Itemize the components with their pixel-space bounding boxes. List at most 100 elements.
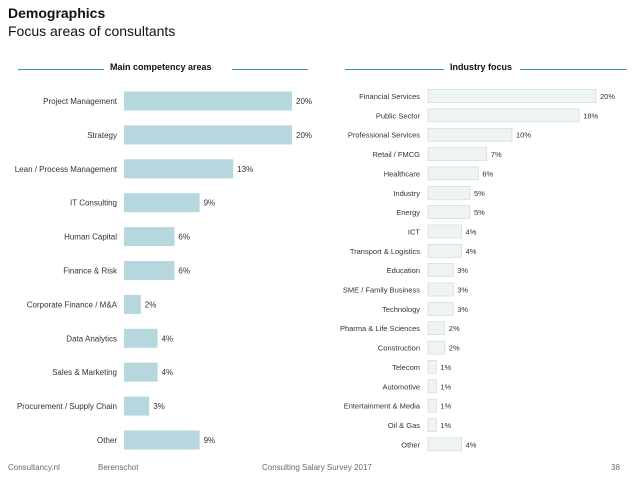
industry-value-label: 4%: [466, 247, 477, 256]
industry-bar: [427, 186, 471, 200]
industry-category-label: Telecom: [392, 363, 420, 372]
industry-value-label: 2%: [449, 324, 460, 333]
industry-value-label: 1%: [440, 421, 451, 430]
industry-value-label: 3%: [457, 266, 468, 275]
industry-value-label: 1%: [440, 382, 451, 391]
competency-bar: [124, 261, 175, 280]
industry-bar: [427, 398, 437, 413]
industry-category-label: Financial Services: [359, 92, 420, 101]
competency-value-label: 3%: [153, 402, 165, 411]
industry-value-label: 6%: [482, 169, 493, 178]
right-section-label: Industry focus: [450, 62, 513, 72]
industry-value-label: 18%: [583, 111, 598, 120]
industry-value-label: 2%: [449, 344, 460, 353]
industry-bar: [427, 418, 437, 432]
industry-bar: [427, 89, 597, 103]
competency-bar: [124, 294, 141, 314]
competency-bar: [124, 362, 158, 382]
competency-value-label: 4%: [162, 334, 174, 343]
left-section-line-right: [232, 69, 308, 70]
industry-value-label: 1%: [440, 402, 451, 411]
industry-category-label: Industry: [393, 189, 420, 198]
competency-bar: [124, 159, 234, 179]
competency-value-label: 6%: [178, 267, 190, 276]
competency-category-label: Data Analytics: [66, 334, 117, 343]
competency-category-label: Strategy: [87, 131, 117, 140]
page-title: Demographics: [8, 5, 106, 21]
industry-bar: [427, 263, 454, 277]
right-section-line-left: [345, 69, 444, 70]
competency-value-label: 13%: [237, 165, 253, 174]
industry-value-label: 5%: [474, 189, 485, 198]
industry-category-label: Healthcare: [384, 169, 420, 178]
competency-value-label: 6%: [178, 233, 190, 242]
left-section-label: Main competency areas: [110, 62, 212, 72]
industry-bar: [427, 282, 454, 297]
competency-value-label: 4%: [162, 368, 174, 377]
competency-category-label: IT Consulting: [70, 199, 117, 208]
competency-category-label: Project Management: [43, 97, 118, 106]
competency-category-label: Procurement / Supply Chain: [17, 402, 117, 411]
industry-category-label: Technology: [382, 305, 420, 314]
competency-category-label: Other: [97, 436, 117, 445]
industry-value-label: 3%: [457, 286, 468, 295]
footer-site: Consultancy.nl: [8, 463, 60, 472]
industry-category-label: Oil & Gas: [388, 421, 420, 430]
industry-category-label: Automotive: [382, 382, 420, 391]
competency-bar: [124, 396, 150, 416]
industry-bar: [427, 224, 462, 239]
competency-bar: [124, 125, 292, 145]
industry-bar: [427, 302, 454, 316]
industry-category-label: Transport & Logistics: [350, 247, 420, 256]
industry-value-label: 1%: [440, 363, 451, 372]
competency-value-label: 9%: [204, 436, 216, 445]
industry-value-label: 3%: [457, 305, 468, 314]
left-section-header: Main competency areas: [18, 62, 308, 76]
industry-bar: [427, 437, 462, 452]
competency-value-label: 20%: [296, 131, 312, 140]
industry-bar: [427, 147, 488, 161]
competency-category-label: Finance & Risk: [63, 267, 118, 276]
industry-value-label: 20%: [600, 92, 615, 101]
footer-page-number: 38: [611, 463, 620, 472]
competency-bar: [124, 227, 175, 247]
industry-category-label: SME / Family Business: [343, 286, 420, 295]
industry-bar: [427, 321, 446, 336]
industry-category-label: ICT: [408, 228, 421, 237]
industry-value-label: 10%: [516, 131, 531, 140]
industry-bar: [427, 340, 446, 355]
footer-survey: Consulting Salary Survey 2017: [262, 463, 372, 472]
industry-category-label: Pharma & Life Sciences: [340, 324, 420, 333]
industry-category-label: Energy: [396, 208, 420, 217]
competency-bar: [124, 328, 158, 348]
competency-value-label: 2%: [145, 300, 157, 309]
industry-bar: [427, 360, 437, 374]
industry-bar: [427, 244, 462, 258]
industry-value-label: 5%: [474, 208, 485, 217]
industry-value-label: 7%: [491, 150, 502, 159]
industry-category-label: Public Sector: [376, 111, 421, 120]
competency-category-label: Sales & Marketing: [52, 368, 117, 377]
left-section-line-left: [18, 69, 104, 70]
footer-brand: Berenschot: [98, 463, 139, 472]
industry-category-label: Education: [387, 266, 420, 275]
industry-bar: [427, 127, 513, 142]
industry-bar: [427, 205, 471, 219]
right-section-line-right: [520, 69, 627, 70]
competency-category-label: Corporate Finance / M&A: [27, 300, 118, 309]
competency-bar: [124, 430, 200, 450]
page-subtitle: Focus areas of consultants: [8, 23, 176, 39]
industry-bar: [427, 166, 479, 181]
competency-value-label: 9%: [204, 199, 216, 208]
industry-category-label: Professional Services: [348, 131, 420, 140]
industry-value-label: 4%: [466, 440, 477, 449]
industry-value-label: 4%: [466, 228, 477, 237]
competency-category-label: Lean / Process Management: [15, 165, 118, 174]
competency-bar: [124, 193, 200, 213]
industry-category-label: Other: [401, 440, 420, 449]
industry-bar: [427, 379, 437, 394]
competency-category-label: Human Capital: [64, 233, 117, 242]
competency-value-label: 20%: [296, 97, 312, 106]
industry-bar: [427, 108, 580, 123]
